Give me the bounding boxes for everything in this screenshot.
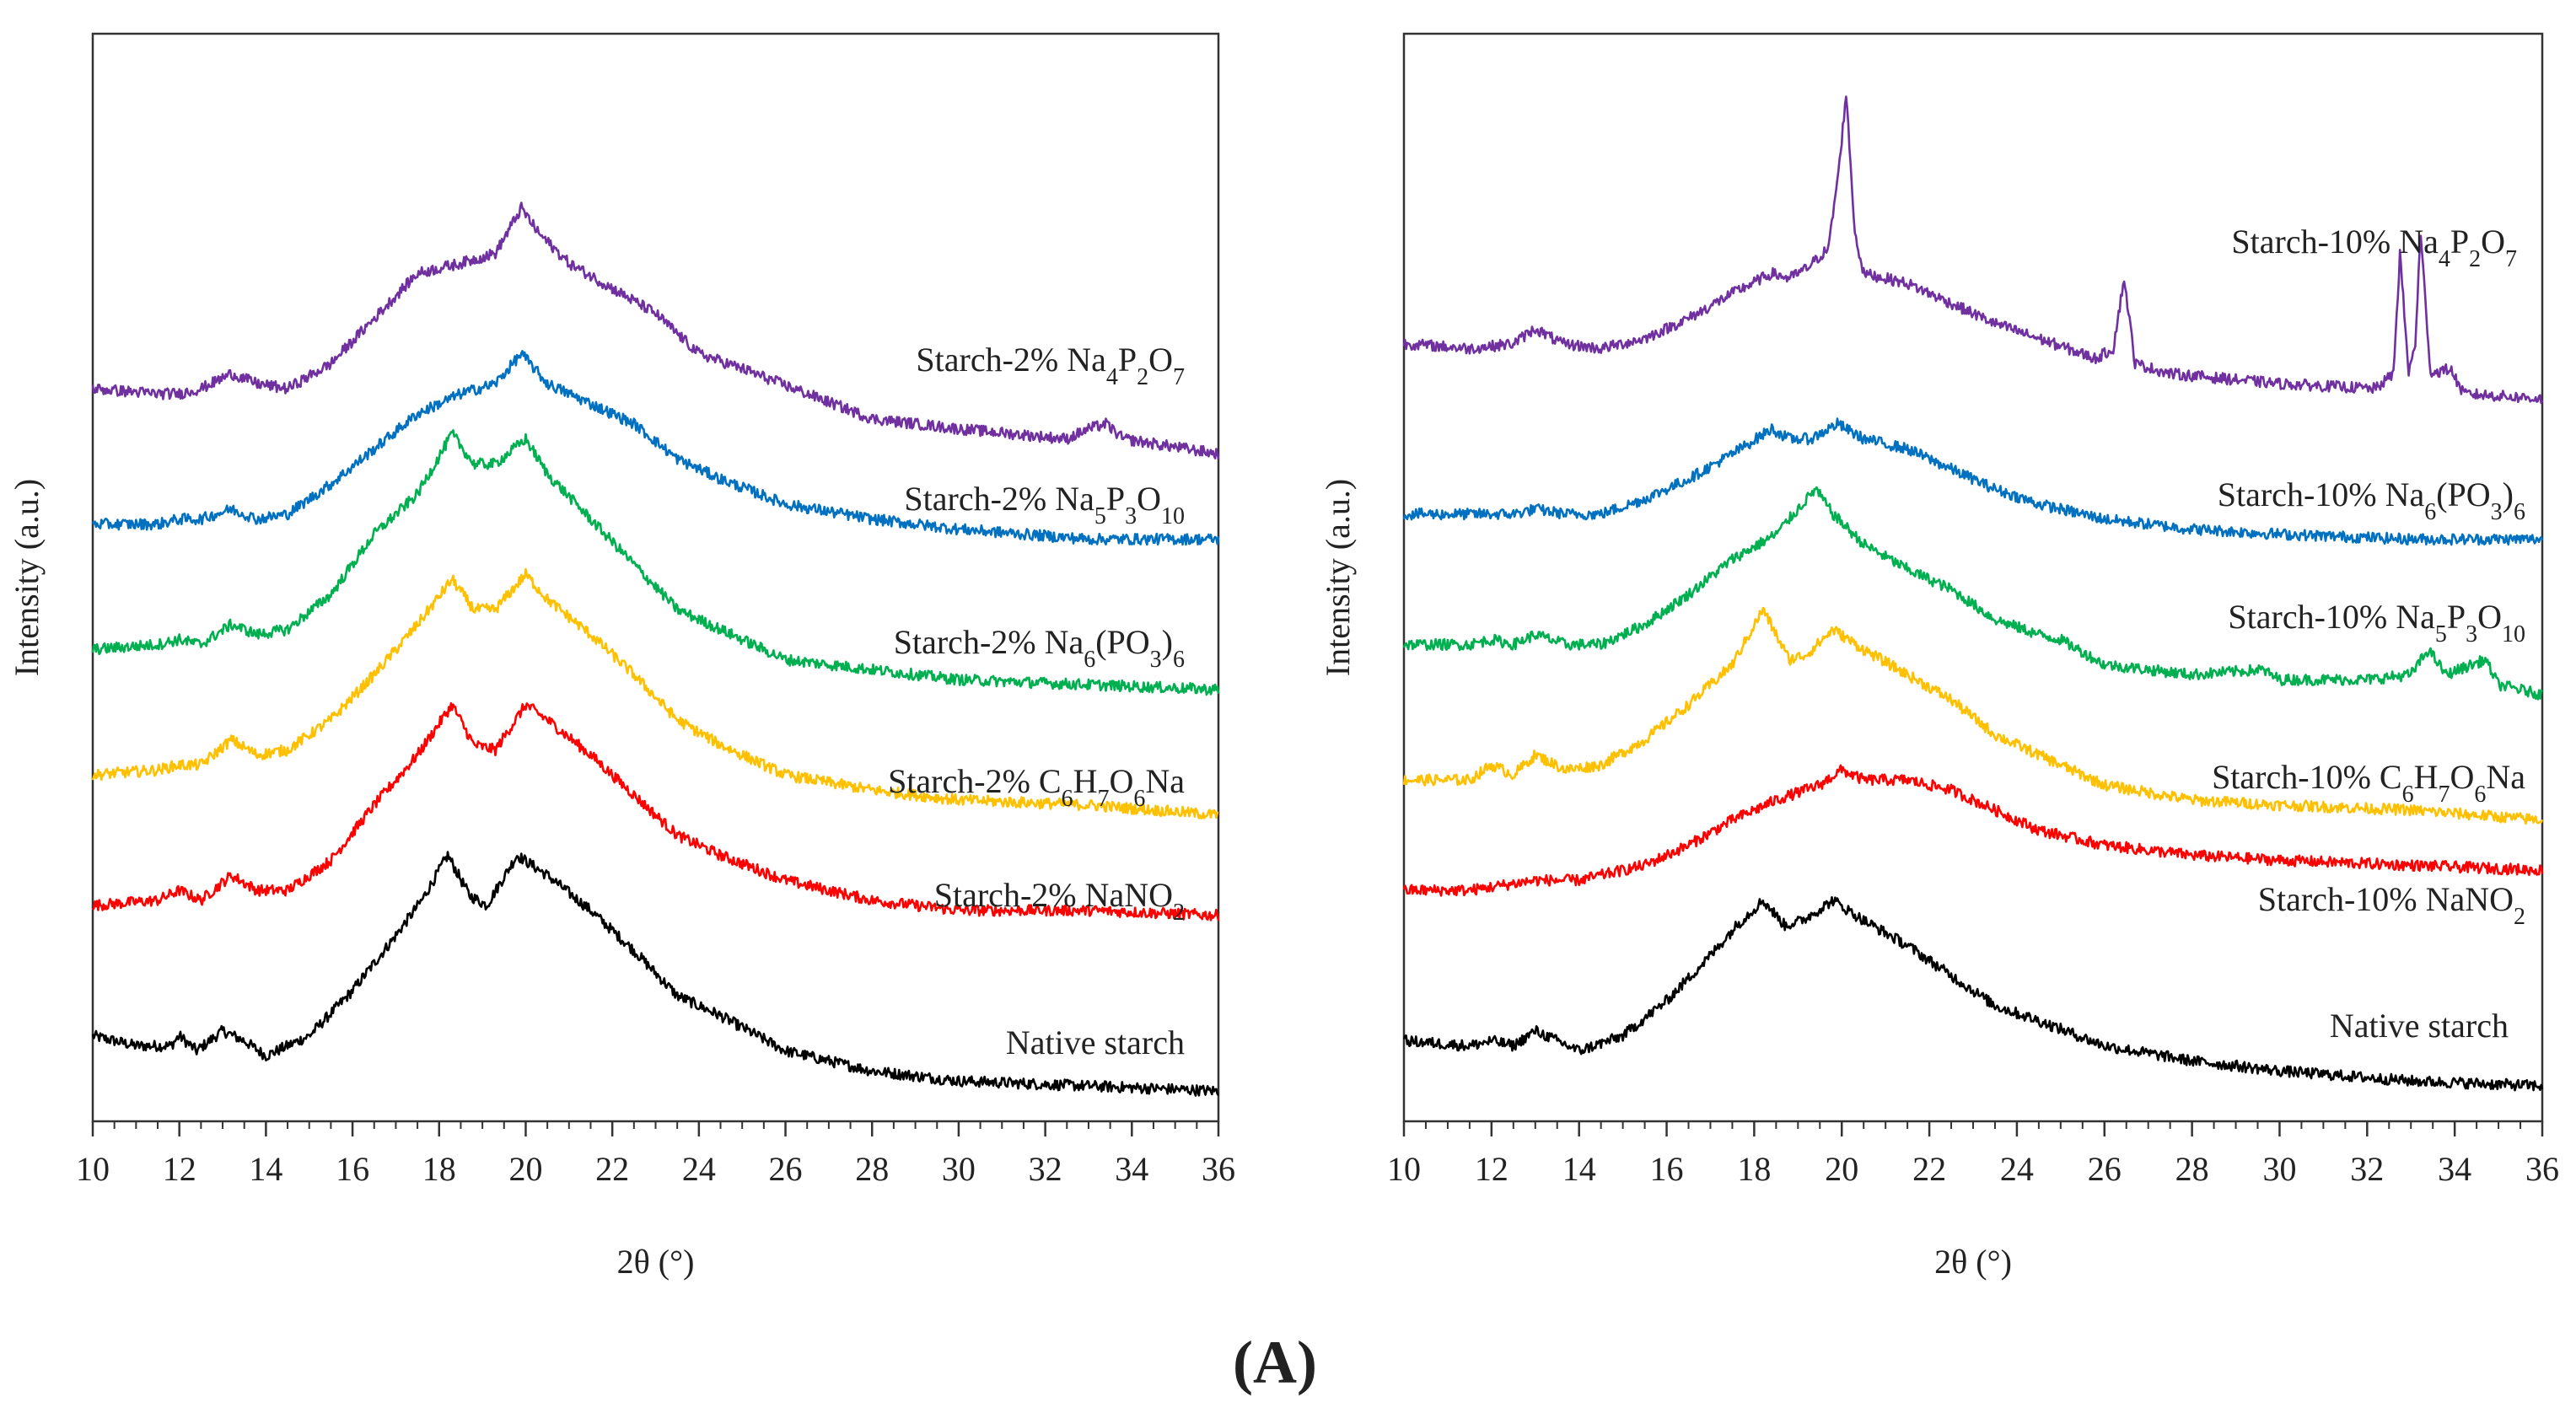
x-tick-label: 20 <box>508 1150 542 1188</box>
series-line-starch-2-na4p2o7 <box>91 201 1220 459</box>
series-label-native-starch: Native starch <box>2330 1007 2509 1045</box>
series-line-starch-10-nano2 <box>1402 764 2544 897</box>
series-label-starch-10-nano2: Starch-10% NaNO2 <box>2258 880 2525 930</box>
x-tick-label: 20 <box>1825 1150 1858 1188</box>
series-line-starch-10-c6h7o6na <box>1402 606 2544 825</box>
x-tick-label: 18 <box>422 1150 456 1188</box>
x-tick-label: 22 <box>595 1150 629 1188</box>
series-label-starch-2-nano2: Starch-2% NaNO2 <box>934 876 1185 926</box>
x-tick-label: 28 <box>855 1150 889 1188</box>
series-line-native-starch <box>91 851 1220 1097</box>
x-tick-label: 24 <box>2000 1150 2034 1188</box>
series-line-starch-10-na4p2o7 <box>1402 95 2544 405</box>
x-tick-label: 10 <box>76 1150 110 1188</box>
series-label-starch-2-na5p3o10: Starch-2% Na5P3O10 <box>904 480 1185 529</box>
chart-panel-left: 10 12 14 16 18 20 22 24 26 28 30 32 34 36 2θ (°) Intens… <box>8 32 1235 1281</box>
series-label-starch-2-na4p2o7: Starch-2% Na4P2O7 <box>916 341 1185 390</box>
series-line-starch-2-c6h7o6na <box>91 567 1219 819</box>
x-tick-label: 36 <box>2525 1150 2559 1188</box>
x-tick-label: 30 <box>2262 1150 2296 1188</box>
x-tick-label: 26 <box>769 1150 803 1188</box>
x-tick-label: 14 <box>249 1150 282 1188</box>
x-tick-label: 34 <box>2438 1150 2471 1188</box>
x-tick-label: 12 <box>1475 1150 1508 1188</box>
series-label-starch-10-na4p2o7: Starch-10% Na4P2O7 <box>2231 223 2517 272</box>
x-axis-title: 2θ (°) <box>1934 1243 2012 1281</box>
figure-panel-label: (A) <box>1233 1329 1317 1396</box>
x-tick-label: 26 <box>2088 1150 2122 1188</box>
x-tick-label: 12 <box>163 1150 196 1188</box>
x-tick-label: 32 <box>1029 1150 1062 1188</box>
series-line-starch-10-na5p3o10 <box>1402 486 2544 701</box>
series-line-starch-10-na6-po3-6 <box>1402 417 2544 546</box>
x-tick-label: 22 <box>1912 1150 1946 1188</box>
y-axis-title: Intensity (a.u.) <box>1319 479 1357 676</box>
series-label-native-starch: Native starch <box>1006 1023 1185 1061</box>
x-tick-label: 10 <box>1387 1150 1421 1188</box>
x-tick-label: 34 <box>1115 1150 1148 1188</box>
x-axis-title: 2θ (°) <box>617 1243 695 1281</box>
series-label-starch-2-na6-po3-6: Starch-2% Na6(PO3)6 <box>894 623 1185 673</box>
x-tick-label: 30 <box>942 1150 976 1188</box>
series-line-starch-2-na6-po3-6 <box>91 429 1220 696</box>
x-tick-label: 28 <box>2175 1150 2209 1188</box>
x-tick-label: 36 <box>1202 1150 1235 1188</box>
x-tick-label: 16 <box>1650 1150 1684 1188</box>
plot-frame <box>1402 32 2544 1123</box>
x-tick-label: 14 <box>1562 1150 1596 1188</box>
y-axis-title: Intensity (a.u.) <box>8 479 46 676</box>
x-tick-label: 24 <box>682 1150 716 1188</box>
x-tick-label: 32 <box>2350 1150 2384 1188</box>
series-label-starch-10-c6h7o6na: Starch-10% C6H7O6Na <box>2212 758 2525 808</box>
series-line-starch-2-na5p3o10 <box>91 350 1220 546</box>
series-label-starch-10-na6-po3-6: Starch-10% Na6(PO3)6 <box>2218 475 2525 525</box>
plot-frame <box>91 32 1220 1123</box>
x-tick-label: 16 <box>336 1150 369 1188</box>
series-line-native-starch <box>1402 896 2544 1092</box>
series-label-starch-10-na5p3o10: Starch-10% Na5P3O10 <box>2228 598 2525 647</box>
x-tick-label: 18 <box>1737 1150 1771 1188</box>
chart-panel-right: 10 12 14 16 18 20 22 24 26 28 30 32 34 36 2θ (°) Intens… <box>1319 32 2559 1281</box>
series-label-starch-2-c6h7o6na: Starch-2% C6H7O6Na <box>888 762 1185 812</box>
series-line-starch-2-nano2 <box>91 701 1220 921</box>
